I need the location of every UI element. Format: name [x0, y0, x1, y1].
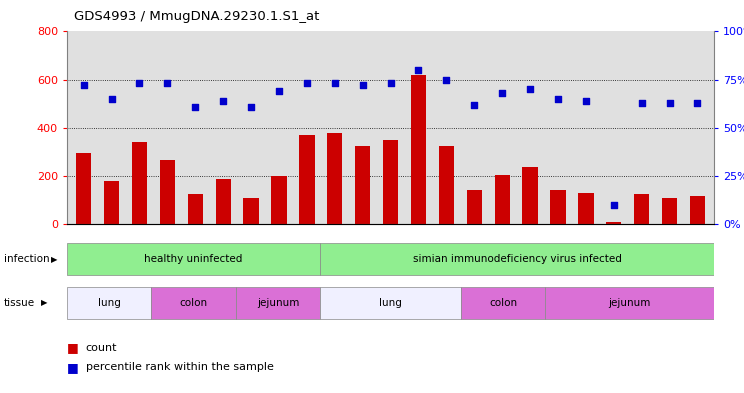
Point [664, 99, 676, 106]
Point [580, 97, 591, 104]
Bar [67, 243, 320, 275]
Bar [551, 190, 565, 224]
Point [273, 88, 285, 94]
Bar [243, 198, 259, 224]
Bar [634, 194, 650, 224]
Point [106, 96, 118, 102]
Point [440, 76, 452, 83]
Point [412, 67, 424, 73]
Bar [320, 287, 461, 318]
Bar [545, 287, 714, 318]
Text: ■: ■ [67, 361, 79, 374]
Bar [216, 180, 231, 224]
Bar [466, 190, 482, 224]
Text: count: count [86, 343, 117, 353]
Text: ■: ■ [67, 341, 79, 354]
Bar [327, 132, 342, 224]
Text: simian immunodeficiency virus infected: simian immunodeficiency virus infected [413, 254, 622, 264]
Bar [320, 243, 714, 275]
Bar [662, 198, 677, 224]
Bar [411, 75, 426, 224]
Bar [236, 287, 320, 318]
Point [356, 82, 368, 88]
Bar [272, 176, 286, 224]
Point [524, 86, 536, 92]
Bar [578, 193, 594, 224]
Bar [383, 140, 398, 224]
Point [496, 90, 508, 96]
Bar [355, 146, 371, 224]
Bar [76, 153, 92, 224]
Point [133, 80, 145, 86]
Bar [606, 222, 621, 224]
Text: jejunum: jejunum [609, 298, 651, 308]
Bar [132, 142, 147, 224]
Text: GDS4993 / MmugDNA.29230.1.S1_at: GDS4993 / MmugDNA.29230.1.S1_at [74, 10, 320, 23]
Text: lung: lung [97, 298, 121, 308]
Bar [151, 287, 236, 318]
Text: ▶: ▶ [51, 255, 57, 264]
Point [189, 103, 201, 110]
Text: tissue: tissue [4, 298, 35, 308]
Bar [461, 287, 545, 318]
Text: infection: infection [4, 254, 49, 264]
Point [385, 80, 397, 86]
Point [469, 101, 481, 108]
Bar [690, 196, 705, 224]
Bar [187, 194, 203, 224]
Text: lung: lung [379, 298, 402, 308]
Point [691, 99, 703, 106]
Text: percentile rank within the sample: percentile rank within the sample [86, 362, 274, 373]
Point [161, 80, 173, 86]
Text: colon: colon [489, 298, 517, 308]
Point [552, 96, 564, 102]
Bar [104, 181, 119, 224]
Point [245, 103, 257, 110]
Bar [522, 167, 538, 224]
Text: colon: colon [179, 298, 208, 308]
Bar [160, 160, 175, 224]
Point [608, 202, 620, 208]
Bar [439, 146, 454, 224]
Bar [299, 135, 315, 224]
Point [77, 82, 89, 88]
Point [635, 99, 647, 106]
Bar [495, 174, 510, 224]
Bar [67, 287, 151, 318]
Text: ▶: ▶ [41, 298, 48, 307]
Text: healthy uninfected: healthy uninfected [144, 254, 243, 264]
Point [217, 97, 229, 104]
Point [301, 80, 312, 86]
Text: jejunum: jejunum [257, 298, 299, 308]
Point [329, 80, 341, 86]
